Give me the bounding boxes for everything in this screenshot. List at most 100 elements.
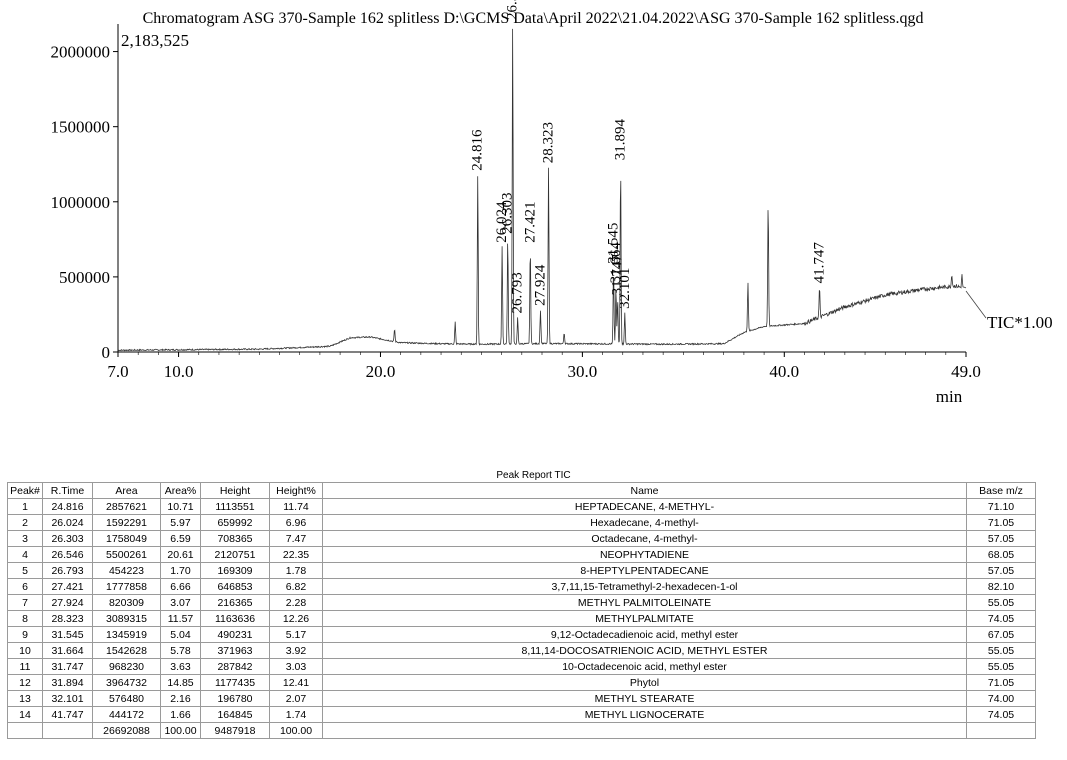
table-cell: HEPTADECANE, 4-METHYL-	[322, 498, 967, 515]
table-cell: 3,7,11,15-Tetramethyl-2-hexadecen-1-ol	[322, 578, 967, 595]
table-cell: 20.61	[160, 546, 201, 563]
table-cell: 196780	[200, 690, 270, 707]
y-tick-label: 500000	[59, 268, 110, 287]
table-cell: 5.78	[160, 642, 201, 659]
trace-label: TIC*1.00	[987, 313, 1053, 332]
table-cell: 13	[7, 690, 43, 707]
table-cell: 14	[7, 706, 43, 723]
table-cell: 57.05	[966, 530, 1036, 547]
column-header: Base m/z	[966, 482, 1036, 499]
table-cell: 11.74	[269, 498, 323, 515]
table-cell: 5	[7, 562, 43, 579]
table-cell: 11.57	[160, 610, 201, 627]
table-cell: 576480	[92, 690, 161, 707]
total-row: 26692088 100.00 9487918 100.00	[7, 722, 1036, 739]
peak-label: 24.816	[470, 129, 486, 171]
max-intensity-label: 2,183,525	[121, 31, 189, 50]
report-title: Peak Report TIC	[496, 470, 571, 481]
y-tick-label: 1000000	[51, 193, 111, 212]
table-cell: 968230	[92, 658, 161, 675]
table-cell: 57.05	[966, 562, 1036, 579]
table-cell: 12.26	[269, 610, 323, 627]
table-cell: 8-HEPTYLPENTADECANE	[322, 562, 967, 579]
table-cell: 7	[7, 594, 43, 611]
x-tick-label: 7.0	[107, 362, 128, 381]
table-cell: 287842	[200, 658, 270, 675]
table-row: 1 24.816 2857621 10.71 1113551 11.74 HEPTADECA…	[7, 498, 1036, 515]
x-tick-label: 40.0	[769, 362, 799, 381]
peak-label: 32.101	[617, 268, 633, 309]
table-cell: 371963	[200, 642, 270, 659]
table-cell: 12	[7, 674, 43, 691]
y-tick-label: 2000000	[51, 43, 111, 62]
table-cell: 1	[7, 498, 43, 515]
table-cell: 2	[7, 514, 43, 531]
table-cell: 6.59	[160, 530, 201, 547]
table-cell: 8,11,14-DOCOSATRIENOIC ACID, METHYL ESTE…	[322, 642, 967, 659]
table-cell: 26.546	[42, 546, 93, 563]
table-cell: 24.816	[42, 498, 93, 515]
table-cell: 31.894	[42, 674, 93, 691]
y-tick-label: 1500000	[51, 118, 111, 137]
column-header: Peak#	[7, 482, 43, 499]
table-cell	[42, 722, 93, 739]
table-cell: 1113551	[200, 498, 270, 515]
table-cell: 26.303	[42, 530, 93, 547]
x-tick-label: 30.0	[568, 362, 598, 381]
table-cell: 10	[7, 642, 43, 659]
x-tick-label: 10.0	[164, 362, 194, 381]
table-cell: 5.17	[269, 626, 323, 643]
table-cell: 1163636	[200, 610, 270, 627]
table-cell: 55.05	[966, 658, 1036, 675]
table-cell: 31.664	[42, 642, 93, 659]
table-cell: 9,12-Octadecadienoic acid, methyl ester	[322, 626, 967, 643]
x-axis-unit: min	[936, 387, 963, 406]
table-cell: 3.63	[160, 658, 201, 675]
table-cell: METHYL LIGNOCERATE	[322, 706, 967, 723]
table-cell: 100.00	[160, 722, 201, 739]
tic-trace	[117, 28, 967, 352]
column-header: R.Time	[42, 482, 93, 499]
table-cell: 26692088	[92, 722, 161, 739]
table-cell: 5.04	[160, 626, 201, 643]
table-cell: 1345919	[92, 626, 161, 643]
peak-label: 27.924	[533, 264, 549, 306]
table-cell: 3.92	[269, 642, 323, 659]
table-cell: 1.74	[269, 706, 323, 723]
table-cell: 31.747	[42, 658, 93, 675]
table-cell: 3089315	[92, 610, 161, 627]
table-cell: 12.41	[269, 674, 323, 691]
table-cell: 5500261	[92, 546, 161, 563]
table-cell: 1.78	[269, 562, 323, 579]
table-row: 9 31.545 1345919 5.04 490231 5.17 9,12-Octadec…	[7, 626, 1036, 643]
table-cell: 68.05	[966, 546, 1036, 563]
chromatogram-chart: Chromatogram ASG 370-Sample 162 splitles…	[51, 0, 1053, 406]
column-header: Area%	[160, 482, 201, 499]
table-cell: 71.10	[966, 498, 1036, 515]
peak-label: 26.546	[505, 0, 521, 20]
table-cell: 3	[7, 530, 43, 547]
table-cell: 41.747	[42, 706, 93, 723]
peak-report-table: Peak# R.Time Area Area% Height Height% Name Bas…	[7, 482, 1036, 739]
table-cell: 2120751	[200, 546, 270, 563]
table-cell: 2.16	[160, 690, 201, 707]
table-row: 14 41.747 444172 1.66 164845 1.74 METHYL LIGNO…	[7, 706, 1036, 723]
table-cell: 10.71	[160, 498, 201, 515]
table-cell	[7, 722, 43, 739]
table-cell: 31.545	[42, 626, 93, 643]
table-cell: 71.05	[966, 674, 1036, 691]
table-row: 8 28.323 3089315 11.57 1163636 12.26 METHYLPAL…	[7, 610, 1036, 627]
table-cell: METHYLPALMITATE	[322, 610, 967, 627]
peak-label: 41.747	[812, 242, 828, 284]
column-header: Area	[92, 482, 161, 499]
table-cell: Phytol	[322, 674, 967, 691]
table-cell: 74.00	[966, 690, 1036, 707]
table-cell: 2.07	[269, 690, 323, 707]
table-cell: 169309	[200, 562, 270, 579]
table-row: 7 27.924 820309 3.07 216365 2.28 METHYL PALMIT…	[7, 594, 1036, 611]
y-tick-label: 0	[102, 343, 111, 362]
table-cell: 659992	[200, 514, 270, 531]
table-cell: NEOPHYTADIENE	[322, 546, 967, 563]
table-cell: 74.05	[966, 706, 1036, 723]
trace-label-leader	[965, 290, 987, 319]
